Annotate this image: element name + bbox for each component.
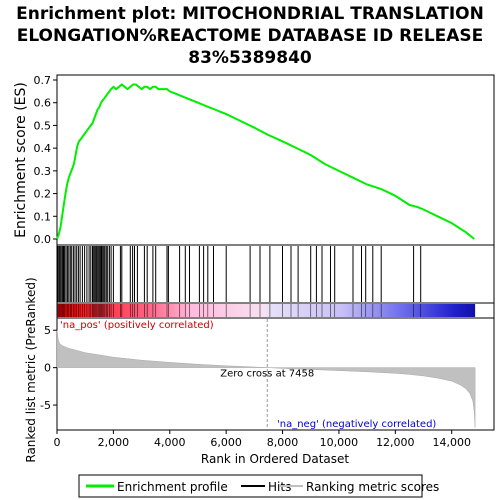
x-tick-label: 4,000 <box>154 436 186 449</box>
x-tick-label: 8,000 <box>267 436 299 449</box>
title-line-1: Enrichment plot: MITOCHONDRIAL TRANSLATI… <box>16 4 484 24</box>
rank-gradient-panel <box>56 302 495 319</box>
x-tick-label: 12,000 <box>376 436 415 449</box>
hits-panel-frame <box>56 244 495 304</box>
legend: Enrichment profile Hits Ranking metric s… <box>78 474 439 498</box>
x-tick-label: 6,000 <box>210 436 242 449</box>
es-y-tick-label: 0.2 <box>34 188 52 201</box>
negative-correlation-label: 'na_neg' (negatively correlated) <box>277 419 436 430</box>
legend-es-label: Enrichment profile <box>117 480 228 494</box>
positive-correlation-label: 'na_pos' (positively correlated) <box>60 320 214 331</box>
metric-y-tick-label: 0 <box>44 362 51 375</box>
metric-panel: 5 0 -5 'na_pos' (positively correlated) Ze… <box>24 277 495 463</box>
hits-panel <box>56 244 495 304</box>
metric-area <box>56 330 476 428</box>
title-line-3: 83%5389840 <box>188 48 312 68</box>
x-tick-label: 2,000 <box>98 436 130 449</box>
es-y-tick-label: 0.5 <box>34 119 52 132</box>
x-tick-label: 10,000 <box>320 436 359 449</box>
metric-y-tick-label: -5 <box>40 399 51 412</box>
es-y-tick-label: 0.7 <box>34 74 52 87</box>
gradient-hit-marks <box>57 304 422 317</box>
metric-y-axis-label: Ranked list metric (PreRanked) <box>24 277 38 462</box>
metric-y-tick-label: 5 <box>44 324 51 337</box>
es-y-ticks: 0.0 0.1 0.2 0.3 0.4 0.5 0.6 0.7 <box>34 74 57 246</box>
es-y-tick-label: 0.4 <box>34 142 52 155</box>
title-line-2: ELONGATION%REACTOME DATABASE ID RELEASE <box>17 26 484 46</box>
zero-cross-label: Zero cross at 7458 <box>220 369 314 380</box>
x-axis-label: Rank in Ordered Dataset <box>201 452 349 466</box>
legend-metric-label: Ranking metric scores <box>306 480 439 494</box>
es-y-tick-label: 0.0 <box>34 233 52 246</box>
metric-y-ticks: 5 0 -5 <box>40 324 57 412</box>
es-y-axis-label: Enrichment score (ES) <box>13 82 29 238</box>
hits-marks <box>57 246 422 302</box>
x-tick-label: 14,000 <box>432 436 471 449</box>
x-tick-label: 0 <box>54 436 61 449</box>
rank-gradient-bar <box>58 304 476 317</box>
x-axis-ticks: 0 2,000 4,000 6,000 8,000 10,000 12,000 14,000 <box>54 430 471 449</box>
es-y-tick-label: 0.6 <box>34 97 52 110</box>
es-panel: 0.0 0.1 0.2 0.3 0.4 0.5 0.6 0.7 Enrichment scor… <box>13 74 495 246</box>
es-panel-frame <box>56 74 495 246</box>
es-profile-line <box>56 83 475 240</box>
es-y-tick-label: 0.1 <box>34 210 52 223</box>
es-y-tick-label: 0.3 <box>34 165 52 178</box>
